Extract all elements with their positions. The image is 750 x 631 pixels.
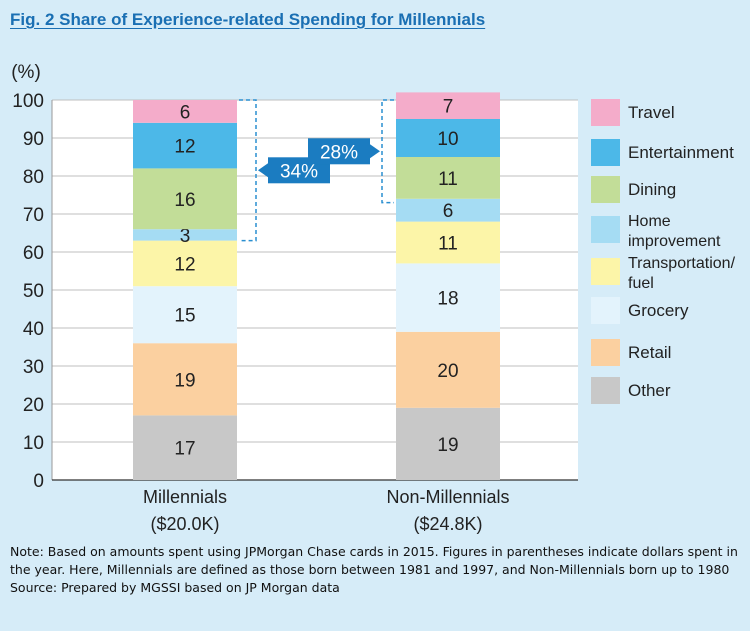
bar-segment-dining: [133, 168, 237, 230]
bar-segment-dining: [396, 157, 500, 199]
bars: 17 19 15 12 3 16 12 6 19 20 18 11 6 11 10 7: [133, 92, 500, 480]
legend-label-dining: Dining: [628, 180, 676, 199]
legend-label-entertainment: Entertainment: [628, 143, 734, 162]
y-tick-label: 0: [33, 471, 44, 492]
y-tick-label: 40: [23, 319, 44, 340]
bracket-line: [239, 99, 257, 242]
data-label-retail: 19: [174, 370, 195, 391]
data-label-travel: 7: [443, 97, 454, 118]
x-tick-label: Millennials: [143, 487, 227, 507]
data-label-other: 17: [174, 439, 195, 460]
bar-segment-transportation-fuel: [396, 221, 500, 264]
data-label-dining: 16: [174, 190, 195, 211]
data-label-home-improvement: 6: [443, 201, 454, 222]
legend-swatch-dining: [591, 176, 620, 203]
data-label-other: 19: [437, 435, 458, 456]
legend-swatch-retail: [591, 339, 620, 366]
bar-segment-grocery: [133, 286, 237, 344]
legend-swatch-other: [591, 377, 620, 404]
legend-swatch-transportation-fuel: [591, 258, 620, 285]
bar-segment-travel: [396, 92, 500, 119]
data-label-dining: 11: [438, 169, 458, 190]
bar-segment-retail: [133, 343, 237, 416]
data-label-travel: 6: [180, 102, 191, 123]
x-tick-amount: ($24.8K): [413, 514, 482, 534]
y-tick-label: 30: [23, 357, 44, 378]
callout-pointer: [258, 163, 268, 178]
bar-segment-grocery: [396, 263, 500, 332]
y-tick-label: 20: [23, 395, 44, 416]
legend-swatch-travel: [591, 99, 620, 126]
bar-segment-entertainment: [396, 119, 500, 157]
bar-segment-other: [396, 407, 500, 480]
legend-label-retail: Retail: [628, 343, 671, 362]
callout-label: 28%: [320, 142, 358, 163]
legend-label-grocery: Grocery: [628, 301, 689, 320]
data-label-entertainment: 12: [174, 137, 195, 158]
bar-segment-entertainment: [133, 122, 237, 169]
annotations: 34%28%: [239, 99, 394, 242]
legend-label-other: Other: [628, 381, 671, 400]
data-label-transportation-fuel: 11: [438, 234, 458, 255]
callout-box: [308, 138, 370, 165]
y-tick-label: 10: [23, 433, 44, 454]
legend-swatch-home-improvement: [591, 216, 620, 243]
legend-swatch-entertainment: [591, 139, 620, 166]
y-tick-label: 90: [23, 129, 44, 150]
y-axis-label: (%): [11, 62, 41, 83]
stacked-bar-chart: (%) 0 10 20 30 40 50 60 70 80 90 100 Millennials ($20…: [11, 62, 736, 534]
y-tick-label: 70: [23, 205, 44, 226]
legend-swatch-grocery: [591, 297, 620, 324]
callout-pointer: [370, 144, 380, 159]
bar-segment-home-improvement: [133, 229, 237, 241]
data-label-grocery: 18: [437, 289, 458, 310]
data-label-retail: 20: [437, 361, 458, 382]
legend-label-travel: Travel: [628, 103, 675, 122]
data-label-entertainment: 10: [437, 129, 458, 150]
bar-segment-home-improvement: [396, 198, 500, 222]
y-tick-label: 60: [23, 243, 44, 264]
bar-segment-travel: [133, 100, 237, 123]
legend-label-transportation-fuel: Transportation/fuel: [628, 255, 736, 292]
data-label-home-improvement: 3: [180, 226, 191, 247]
y-tick-label: 100: [12, 91, 44, 112]
note-text: Note: Based on amounts spent using JPMor…: [10, 544, 738, 577]
legend-label-home-improvement: Home improvement: [628, 213, 721, 250]
legend: Travel Entertainment Dining Home improvement…: [591, 99, 736, 404]
x-tick-amount: ($20.0K): [150, 514, 219, 534]
bracket-line: [381, 99, 394, 204]
callout-label: 34%: [280, 161, 318, 182]
y-tick-label: 50: [23, 281, 44, 302]
bar-segment-other: [133, 415, 237, 480]
chart-title: Fig. 2 Share of Experience-related Spend…: [10, 10, 486, 29]
y-tick-label: 80: [23, 167, 44, 188]
bar-segment-retail: [396, 331, 500, 408]
data-label-grocery: 15: [174, 306, 195, 327]
data-label-transportation-fuel: 12: [174, 254, 195, 275]
footnote: Note: Based on amounts spent using JPMor…: [10, 543, 742, 597]
source-text: Source: Prepared by MGSSI based on JP Mo…: [10, 580, 340, 595]
x-tick-label: Non-Millennials: [386, 487, 509, 507]
bar-segment-transportation-fuel: [133, 240, 237, 287]
